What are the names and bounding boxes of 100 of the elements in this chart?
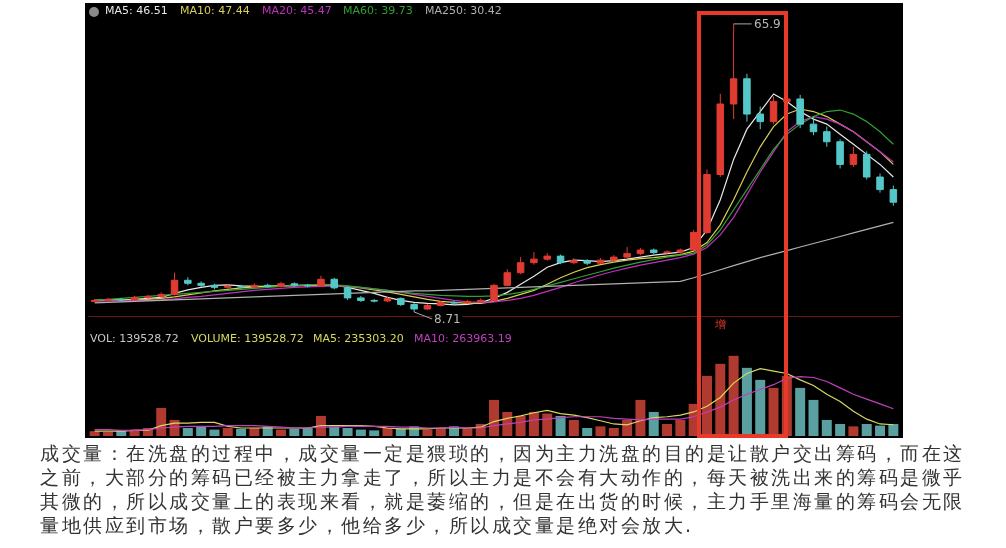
bar	[608, 427, 619, 436]
bar	[795, 387, 806, 436]
candlestick	[290, 281, 299, 288]
candlestick	[663, 250, 671, 255]
candlestick	[570, 257, 578, 265]
bar	[222, 427, 233, 436]
bar	[875, 425, 886, 436]
candlestick	[450, 300, 458, 305]
bar	[635, 399, 646, 436]
bar	[515, 415, 526, 436]
candlestick	[330, 277, 339, 290]
bar	[382, 427, 393, 436]
bar	[276, 429, 287, 436]
candlestick	[343, 285, 352, 301]
candlestick	[556, 254, 565, 265]
bar	[355, 429, 366, 436]
candlestick	[476, 297, 485, 303]
text: 8.71	[434, 312, 461, 326]
bar	[236, 428, 247, 436]
bar	[582, 427, 593, 436]
candlestick	[809, 116, 818, 136]
bar	[156, 407, 167, 436]
bar	[662, 423, 673, 436]
bar	[489, 399, 499, 436]
candlestick	[729, 23, 738, 120]
bar	[528, 411, 539, 436]
candlestick	[823, 126, 831, 148]
candlestick	[610, 254, 618, 263]
bar	[595, 426, 606, 436]
bar	[182, 427, 193, 436]
text: VOL: 139528.72	[90, 332, 179, 345]
bar	[422, 429, 433, 436]
bar	[542, 413, 553, 436]
candlestick	[463, 299, 472, 305]
text: MA60: 39.73	[343, 4, 413, 17]
text: MA5: 235303.20	[313, 332, 404, 345]
candlestick	[224, 283, 232, 290]
candlestick	[397, 296, 405, 307]
bar	[755, 379, 766, 436]
candlestick	[862, 150, 871, 181]
candlestick	[636, 247, 645, 256]
candlestick	[130, 295, 139, 302]
text: VOLUME: 139528.72	[191, 332, 304, 345]
bar	[675, 419, 686, 436]
text: 增	[714, 318, 726, 331]
candlestick	[184, 276, 192, 286]
candlestick	[197, 280, 205, 288]
bar	[768, 387, 779, 436]
candlestick	[543, 252, 552, 262]
bar	[395, 428, 406, 436]
bar	[648, 411, 659, 436]
bar	[835, 423, 846, 436]
candlestick	[370, 298, 378, 303]
bar	[715, 363, 726, 436]
bar	[196, 426, 207, 436]
candlestick	[157, 291, 165, 299]
candlestick	[503, 268, 512, 287]
candlestick	[436, 300, 445, 307]
bar	[209, 429, 220, 436]
candlestick	[104, 297, 112, 302]
candlestick	[516, 256, 525, 275]
candlestick	[263, 283, 272, 289]
candlestick	[277, 281, 285, 288]
bar	[102, 431, 113, 436]
bar	[861, 423, 872, 436]
bar	[622, 419, 633, 436]
text: MA10: 47.44	[180, 4, 250, 17]
candlestick	[796, 94, 804, 129]
candlestick	[383, 295, 392, 303]
bar	[888, 423, 899, 436]
bar	[342, 427, 353, 436]
bar	[741, 367, 752, 436]
candlestick	[583, 258, 591, 266]
bar	[555, 415, 566, 436]
bar	[821, 419, 832, 436]
candlestick	[144, 294, 152, 300]
bar	[89, 431, 100, 436]
bar	[848, 426, 859, 436]
bar	[302, 427, 313, 436]
text: MA10: 263963.19	[414, 332, 512, 345]
candlestick	[623, 246, 631, 259]
bar	[568, 419, 579, 436]
candlestick	[743, 73, 751, 123]
text: MA20: 45.47	[262, 4, 332, 17]
candlestick	[117, 297, 126, 302]
candlestick	[530, 251, 538, 266]
candlestick	[836, 138, 844, 169]
candlestick	[317, 275, 325, 288]
candlestick	[716, 93, 725, 178]
text: MA5: 46.51	[105, 4, 168, 17]
bar	[808, 399, 819, 436]
candlestick	[649, 248, 658, 255]
bar	[289, 428, 300, 436]
candlestick	[676, 248, 685, 255]
candlestick	[769, 95, 778, 125]
candlestick	[876, 173, 884, 194]
candlestick	[596, 257, 605, 265]
candlestick	[756, 106, 764, 130]
bar	[369, 430, 380, 436]
candlestick	[490, 283, 498, 302]
